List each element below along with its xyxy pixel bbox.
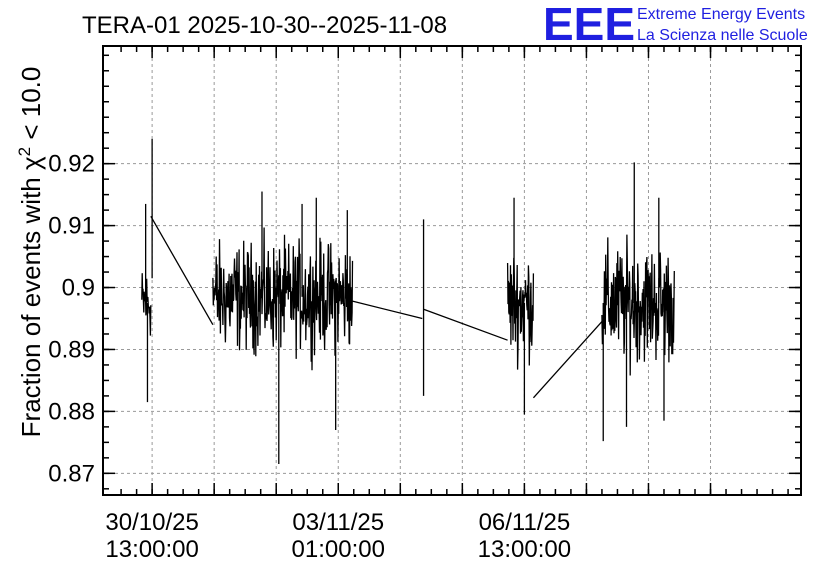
data-segment bbox=[601, 234, 675, 376]
y-axis-label-suffix: < 10.0 bbox=[16, 67, 46, 147]
y-tick-label: 0.91 bbox=[48, 213, 95, 240]
chart-title: TERA-01 2025-10-30--2025-11-08 bbox=[82, 12, 447, 39]
y-tick-label: 0.92 bbox=[48, 151, 95, 178]
data-gap-connector bbox=[423, 308, 508, 341]
x-tick-label-time: 01:00:00 bbox=[292, 536, 385, 563]
plot-frame bbox=[102, 45, 802, 496]
y-axis-label-prefix: Fraction of events with bbox=[16, 170, 46, 437]
series-trace bbox=[141, 138, 675, 465]
logo-line-2: La Scienza nelle Scuole bbox=[637, 27, 808, 44]
y-axis-label-sup: 2 bbox=[15, 147, 34, 156]
x-tick-label-time: 13:00:00 bbox=[478, 536, 571, 563]
y-tick-label: 0.88 bbox=[48, 398, 95, 425]
axis-ticks bbox=[103, 46, 801, 495]
data-gap-connector bbox=[352, 300, 423, 320]
y-axis-label-symbol: χ bbox=[16, 156, 46, 170]
data-gap-connector bbox=[150, 215, 214, 326]
y-tick-label: 0.87 bbox=[48, 460, 95, 487]
logo-line-1: Extreme Energy Events bbox=[637, 6, 805, 23]
grid bbox=[103, 46, 801, 495]
y-axis-label: Fraction of events with χ2 < 10.0 bbox=[15, 67, 46, 438]
tick-labels: 0.870.880.890.90.910.9230/10/2513:00:000… bbox=[48, 151, 571, 563]
logo-mark: EEE bbox=[543, 0, 635, 50]
data-segment bbox=[506, 257, 535, 370]
y-tick-label: 0.89 bbox=[48, 336, 95, 363]
data-segment bbox=[212, 227, 354, 371]
data-gap-connector bbox=[532, 321, 603, 399]
data-segment bbox=[141, 273, 152, 336]
y-tick-label: 0.9 bbox=[62, 275, 95, 302]
eee-logo: EEE Extreme Energy Events La Scienza nel… bbox=[543, 0, 808, 50]
x-tick-label-date: 06/11/25 bbox=[479, 509, 571, 536]
x-tick-label-date: 30/10/25 bbox=[105, 509, 198, 536]
x-tick-label-date: 03/11/25 bbox=[292, 509, 384, 536]
x-tick-label-time: 13:00:00 bbox=[105, 536, 198, 563]
